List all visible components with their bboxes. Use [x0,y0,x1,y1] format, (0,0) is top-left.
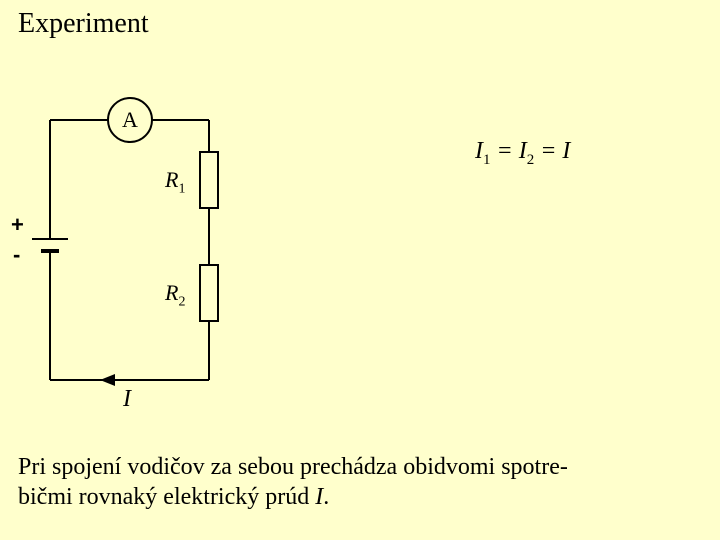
circuit-svg [25,90,235,410]
caption-line2a: bičmi rovnaký elektrický prúd [18,484,315,510]
r2-var: R [165,280,178,305]
battery-minus: - [13,242,20,268]
eq-sub1: 1 [483,152,491,168]
r1-var: R [165,167,178,192]
equation: I1 = I2 = I [475,138,570,169]
circuit-diagram: A R1 R2 + - I [25,90,235,410]
resistor1-label: R1 [165,167,185,197]
r2-sub: 2 [178,294,185,309]
eq-eq2: = [534,138,562,164]
r1-sub: 1 [178,181,185,196]
eq-I2-var: I [519,138,527,164]
eq-I1-var: I [475,138,483,164]
current-label: I [123,386,131,413]
eq-eq1: = [491,138,519,164]
page-title: Experiment [18,8,149,40]
eq-Ilast: I [562,138,570,164]
caption-line2b: . [323,484,329,510]
caption-line1: Pri spojení vodičov za sebou prechádza o… [18,454,568,480]
caption: Pri spojení vodičov za sebou prechádza o… [18,452,702,512]
battery-plus: + [11,212,24,238]
resistor2-label: R2 [165,280,185,310]
ammeter-label: A [122,107,138,133]
